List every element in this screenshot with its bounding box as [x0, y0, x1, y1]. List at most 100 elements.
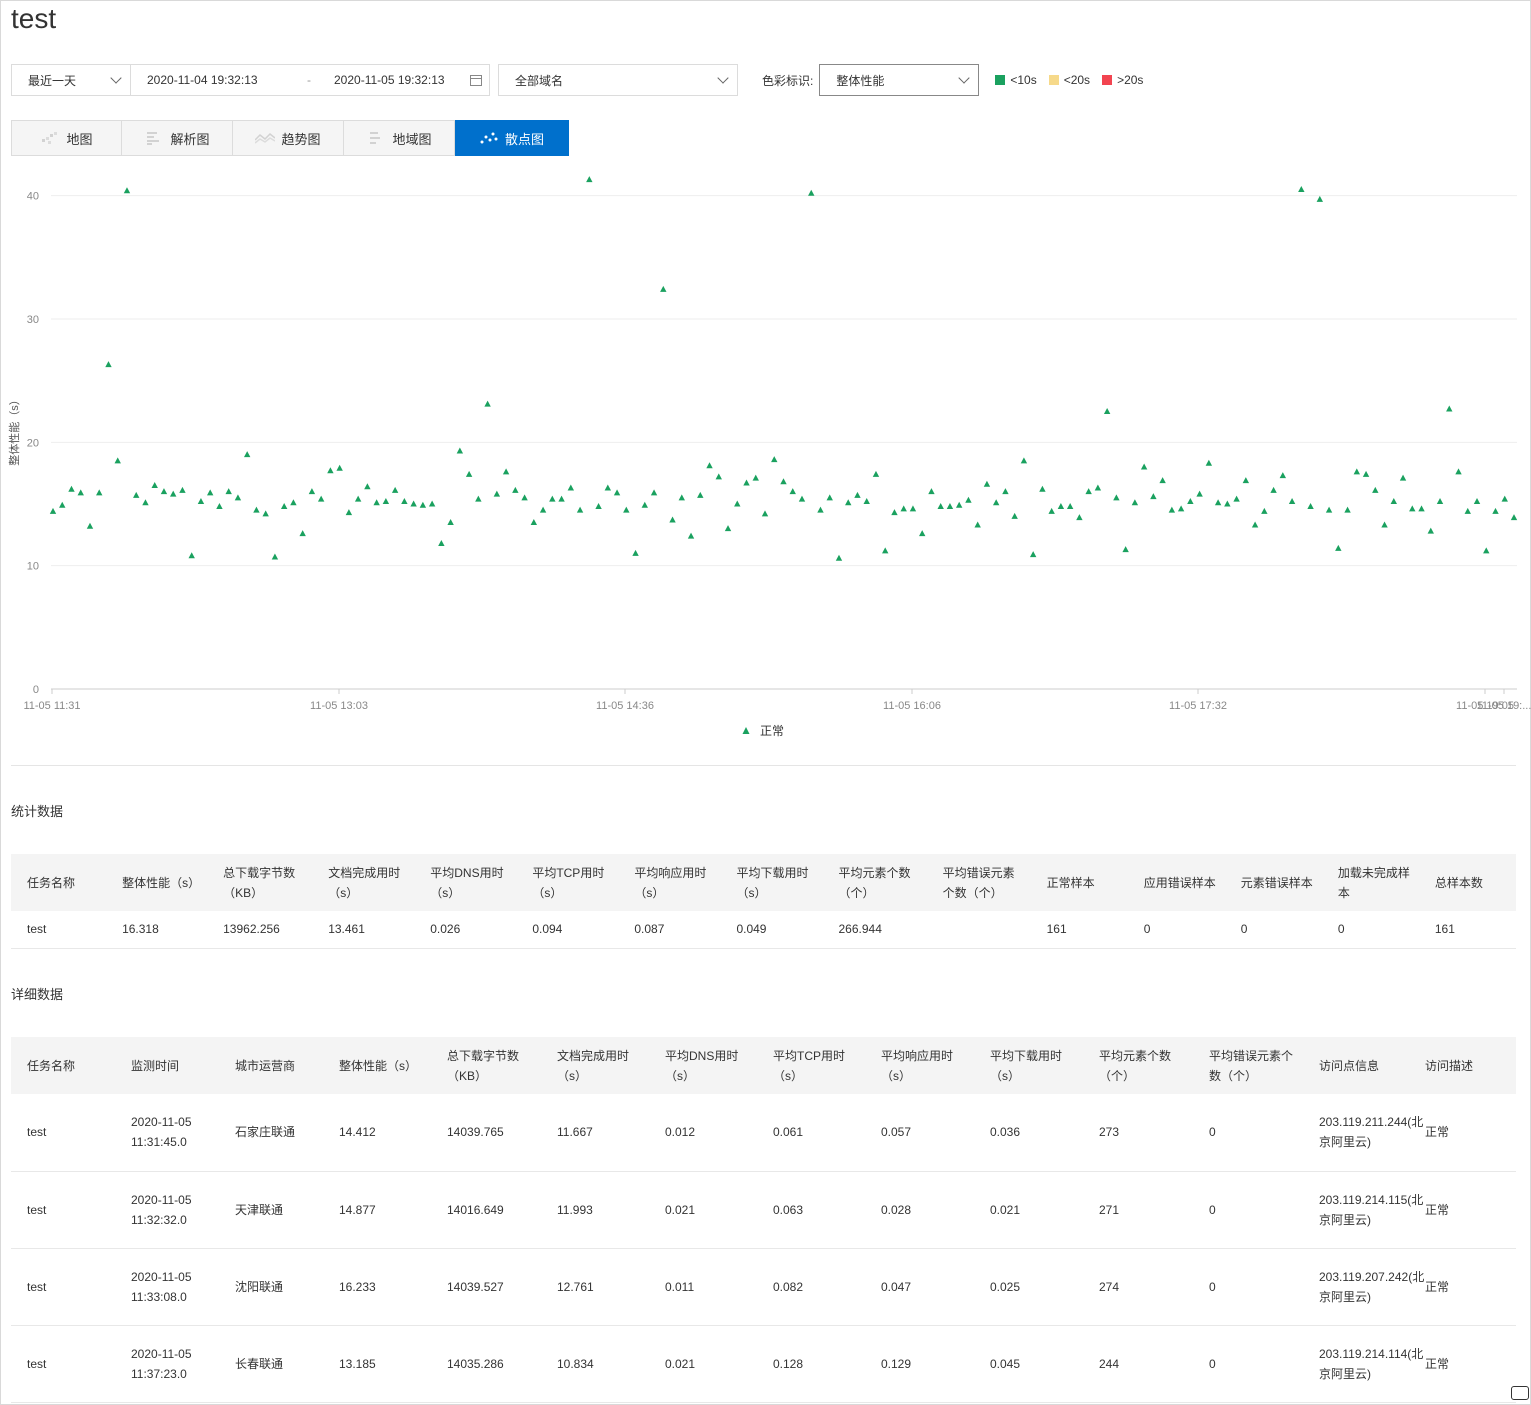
start-date[interactable]: 2020-11-04 19:32:13 — [147, 73, 258, 87]
data-point — [946, 502, 954, 509]
scatter-icon — [480, 132, 498, 144]
period-select-value: 最近一天 — [28, 73, 77, 88]
tab-scatter[interactable]: 散点图 — [455, 120, 569, 156]
data-point — [872, 470, 880, 477]
date-range-picker[interactable]: 2020-11-04 19:32:13 - 2020-11-05 19:32:1… — [131, 64, 490, 96]
column-header: 整体性能（s） — [339, 1058, 418, 1073]
data-point — [290, 499, 297, 506]
red-swatch-icon — [1102, 75, 1113, 85]
table-cell: 0.021 — [649, 1325, 757, 1403]
table-cell: 14039.765 — [431, 1094, 541, 1172]
table-cell: 2020-11-05 11:32:32.0 — [115, 1171, 219, 1249]
tab-analysis[interactable]: 解析图 — [122, 120, 233, 156]
data-point — [706, 462, 713, 469]
data-point — [1196, 490, 1203, 497]
column-header: 加载未完成样本 — [1337, 865, 1410, 900]
data-point — [845, 499, 852, 506]
data-point — [419, 501, 427, 508]
table-cell: 0.094 — [516, 911, 619, 949]
x-tick-label: 11-05 16:06 — [883, 700, 941, 712]
column-header: 访问点信息 — [1319, 1058, 1380, 1073]
column-header: 应用错误样本 — [1143, 875, 1216, 890]
period-select[interactable]: 最近一天 — [11, 64, 131, 96]
data-point — [863, 498, 870, 505]
data-point — [1085, 488, 1092, 495]
table-cell: 14.412 — [323, 1094, 431, 1172]
color-legend: <10s <20s >20s — [995, 73, 1143, 87]
table-cell: 0.036 — [974, 1094, 1083, 1172]
data-point — [928, 488, 935, 495]
yellow-swatch-icon — [1048, 75, 1059, 85]
data-point — [1251, 521, 1259, 528]
column-header: 平均响应用时（s） — [634, 865, 707, 900]
data-point — [327, 467, 334, 474]
divider — [11, 765, 1516, 766]
stats-row: test 16.318 13962.256 13.461 0.026 0.094 0.087… — [11, 911, 1516, 949]
data-point — [123, 187, 131, 194]
x-tick-label: 11-05 14:36 — [596, 700, 654, 712]
data-point — [521, 494, 528, 501]
color-metric-select[interactable]: 整体性能 — [819, 64, 980, 96]
table-cell: 14039.527 — [431, 1248, 541, 1326]
data-point — [1242, 477, 1250, 484]
data-point — [1316, 195, 1324, 202]
data-point — [724, 525, 732, 532]
data-point — [1057, 502, 1065, 509]
data-point — [1381, 521, 1388, 528]
x-tick-label: 11-05 13:03 — [310, 700, 368, 712]
map-icon — [42, 132, 58, 144]
column-header: 平均DNS用时（s） — [665, 1048, 739, 1083]
column-header: 监测时间 — [131, 1058, 180, 1073]
region-icon — [370, 132, 381, 144]
data-point — [1029, 551, 1037, 558]
table-cell: 0.061 — [757, 1094, 865, 1172]
data-point — [678, 494, 685, 501]
data-point — [1131, 499, 1139, 506]
table-cell: 2020-11-05 11:31:45.0 — [115, 1094, 219, 1172]
data-point — [1094, 484, 1102, 491]
table-cell: test — [11, 1325, 115, 1403]
table-cell: 石家庄联通 — [219, 1094, 323, 1172]
data-point — [669, 516, 676, 523]
data-point — [438, 539, 445, 546]
table-row: test 2020-11-05 11:33:08.0 沈阳联通 16.233 14039… — [11, 1248, 1516, 1326]
table-row: test 2020-11-05 11:37:23.0 长春联通 13.185 14035… — [11, 1325, 1516, 1403]
data-point — [1455, 468, 1462, 475]
end-date[interactable]: 2020-11-05 19:32:13 — [334, 73, 445, 87]
data-point — [1436, 498, 1444, 505]
calendar-icon[interactable] — [470, 75, 482, 86]
data-point — [771, 456, 778, 463]
y-tick-label: 30 — [27, 314, 39, 326]
legend-item: <20s — [1048, 73, 1090, 87]
chat-icon[interactable] — [1511, 1386, 1529, 1400]
tab-map[interactable]: 地图 — [11, 120, 122, 156]
data-point — [780, 478, 787, 485]
domain-select[interactable]: 全部域名 — [498, 64, 738, 96]
data-point — [1446, 405, 1453, 412]
data-point — [317, 495, 325, 502]
data-point — [1122, 546, 1129, 553]
chevron-down-icon — [958, 71, 971, 84]
details-title: 详细数据 — [11, 987, 64, 1002]
data-point — [937, 502, 944, 509]
data-point — [567, 484, 575, 491]
table-cell: 14016.649 — [431, 1171, 541, 1249]
data-point — [151, 482, 158, 488]
table-cell: 0.012 — [649, 1094, 757, 1172]
data-point — [1150, 493, 1157, 500]
data-point — [133, 491, 140, 498]
data-point — [882, 547, 889, 554]
table-cell: 271 — [1083, 1171, 1193, 1249]
column-header: 正常样本 — [1046, 875, 1095, 890]
data-point — [1362, 470, 1370, 477]
data-point — [1492, 507, 1499, 514]
table-cell: 244 — [1083, 1325, 1193, 1403]
data-point — [86, 522, 94, 529]
tab-region[interactable]: 地域图 — [344, 120, 455, 156]
table-cell: 10.834 — [541, 1325, 649, 1403]
data-point — [1113, 494, 1120, 501]
legend-item: >20s — [1102, 73, 1143, 87]
data-point — [1168, 506, 1176, 513]
tab-trend[interactable]: 趋势图 — [233, 120, 344, 156]
data-point — [197, 498, 205, 505]
